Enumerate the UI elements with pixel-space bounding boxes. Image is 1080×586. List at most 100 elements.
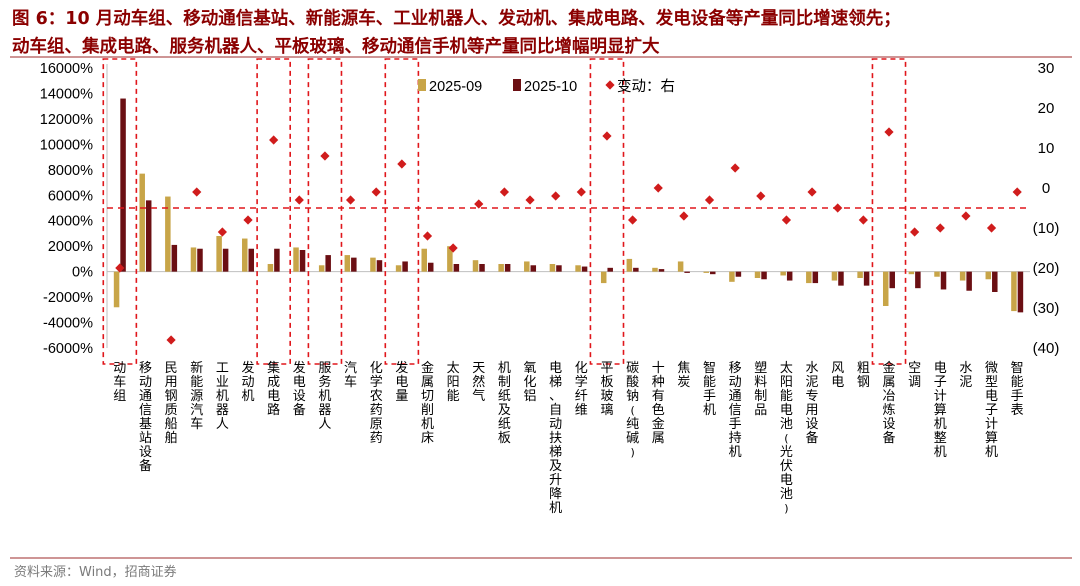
bar-2025-10 <box>658 269 665 272</box>
bar-2025-10 <box>786 271 793 281</box>
y-right-tick-label: (30) <box>1033 300 1060 317</box>
bar-2025-10 <box>171 244 178 272</box>
change-marker <box>935 223 945 233</box>
legend-swatch <box>418 79 426 91</box>
bar-2025-09 <box>344 255 351 272</box>
bar-2025-09 <box>318 265 325 272</box>
y-left-tick-label: 14000% <box>40 86 93 102</box>
x-tick-label: 粗钢 <box>857 361 870 390</box>
x-tick-label: 太阳能电池(光伏电池) <box>780 361 793 515</box>
bar-2025-10 <box>735 271 742 277</box>
source-note: 资料来源：Wind，招商证券 <box>14 565 177 580</box>
change-marker <box>243 215 253 225</box>
bar-2025-10 <box>556 265 562 272</box>
bar-2025-09 <box>754 271 761 278</box>
bar-2025-09 <box>908 271 915 275</box>
bar-2025-09 <box>575 265 581 272</box>
change-marker <box>653 183 663 193</box>
highlight-box <box>384 58 420 365</box>
y-left-tick-label: -2000% <box>43 290 93 306</box>
x-tick-label: 发电设备 <box>293 360 306 418</box>
x-tick-label: 十种有色金属 <box>652 361 665 446</box>
y-left-tick-label: 2000% <box>48 239 93 255</box>
change-marker <box>371 187 381 197</box>
x-tick-label: 电子计算机整机 <box>934 361 947 460</box>
figure-title-line2: 动车组、集成电路、服务机器人、平板玻璃、移动通信手机等产量同比增幅明显扩大 <box>12 37 660 57</box>
x-tick-label: 水泥 <box>959 361 972 390</box>
legend-label: 变动：右 <box>617 78 675 95</box>
bar-2025-09 <box>1011 271 1017 312</box>
bar-2025-09 <box>780 271 786 276</box>
y-right-tick-label: 10 <box>1038 140 1055 157</box>
bar-2025-09 <box>190 247 197 272</box>
legend-label: 2025-10 <box>524 79 577 95</box>
x-tick-label: 水泥专用设备 <box>806 361 819 446</box>
y-left-tick-label: 12000% <box>40 112 93 128</box>
change-marker <box>576 187 586 197</box>
bar-2025-09 <box>267 264 274 272</box>
figure-title-line1: 图 6：10 月动车组、移动通信基站、新能源车、工业机器人、发动机、集成电路、发… <box>12 9 901 29</box>
bar-2025-10 <box>504 264 511 272</box>
bar-2025-09 <box>524 261 530 272</box>
x-tick-label: 发电量 <box>395 360 408 404</box>
bar-2025-10 <box>761 271 767 280</box>
change-marker <box>833 203 843 213</box>
x-tick-label: 新能源汽车 <box>190 360 203 432</box>
highlight-box <box>871 58 907 365</box>
change-marker <box>858 215 868 225</box>
bar-2025-10 <box>838 271 844 286</box>
bar-2025-09 <box>729 271 735 282</box>
x-tick-label: 太阳能 <box>447 361 460 404</box>
change-marker <box>320 151 330 161</box>
y-right-tick-label: (10) <box>1033 220 1060 237</box>
bar-2025-10 <box>222 248 229 272</box>
bar-2025-10 <box>120 98 126 272</box>
bar-2025-10 <box>966 271 972 291</box>
y-left-tick-label: 16000% <box>40 61 93 77</box>
bar-2025-10 <box>812 271 819 284</box>
x-tick-label: 机制纸及纸板 <box>498 361 511 446</box>
x-tick-label: 民用钢质船舶 <box>165 361 178 446</box>
y-left-tick-label: 0% <box>72 265 93 281</box>
change-marker <box>807 187 817 197</box>
y-left-tick-label: 4000% <box>48 214 93 230</box>
x-tick-label: 塑料制品 <box>754 361 767 418</box>
highlight-box <box>256 58 291 365</box>
bar-2025-09 <box>498 264 504 272</box>
bar-2025-10 <box>1017 271 1024 313</box>
change-marker <box>910 227 920 237</box>
change-marker <box>448 243 458 253</box>
change-marker <box>115 263 125 273</box>
change-marker <box>730 163 740 173</box>
x-tick-label: 智能手表 <box>1011 361 1024 418</box>
bar-2025-09 <box>934 271 940 277</box>
bar-2025-09 <box>216 236 222 272</box>
change-marker <box>294 195 304 205</box>
bar-2025-09 <box>806 271 812 284</box>
bar-2025-10 <box>863 271 870 286</box>
bar-2025-10 <box>402 261 408 272</box>
bar-2025-10 <box>607 267 613 272</box>
change-marker <box>704 195 715 205</box>
bar-2025-10 <box>453 264 460 272</box>
x-tick-label: 空调 <box>908 361 921 390</box>
bar-2025-10 <box>145 200 152 272</box>
bar-2025-10 <box>376 260 383 272</box>
plot-area: -6000% -4000% -2000% 0% 2000% 4000% 6000% 8000%… <box>40 58 1060 516</box>
x-tick-label: 天然气 <box>472 361 485 404</box>
change-marker <box>192 187 202 197</box>
bar-2025-10 <box>530 265 537 272</box>
legend-swatch <box>513 79 521 91</box>
change-marker <box>422 231 433 241</box>
bar-2025-10 <box>992 271 998 292</box>
change-marker <box>345 195 356 205</box>
bar-2025-09 <box>370 257 376 272</box>
x-tick-label: 工业机器人 <box>216 361 229 432</box>
change-marker <box>217 227 227 237</box>
y-right-tick-label: (40) <box>1033 340 1060 357</box>
bar-2025-09 <box>652 267 658 272</box>
y-left-tick-label: -6000% <box>43 341 93 357</box>
bar-2025-10 <box>710 271 716 275</box>
y-left-tick-label: 8000% <box>48 163 93 179</box>
